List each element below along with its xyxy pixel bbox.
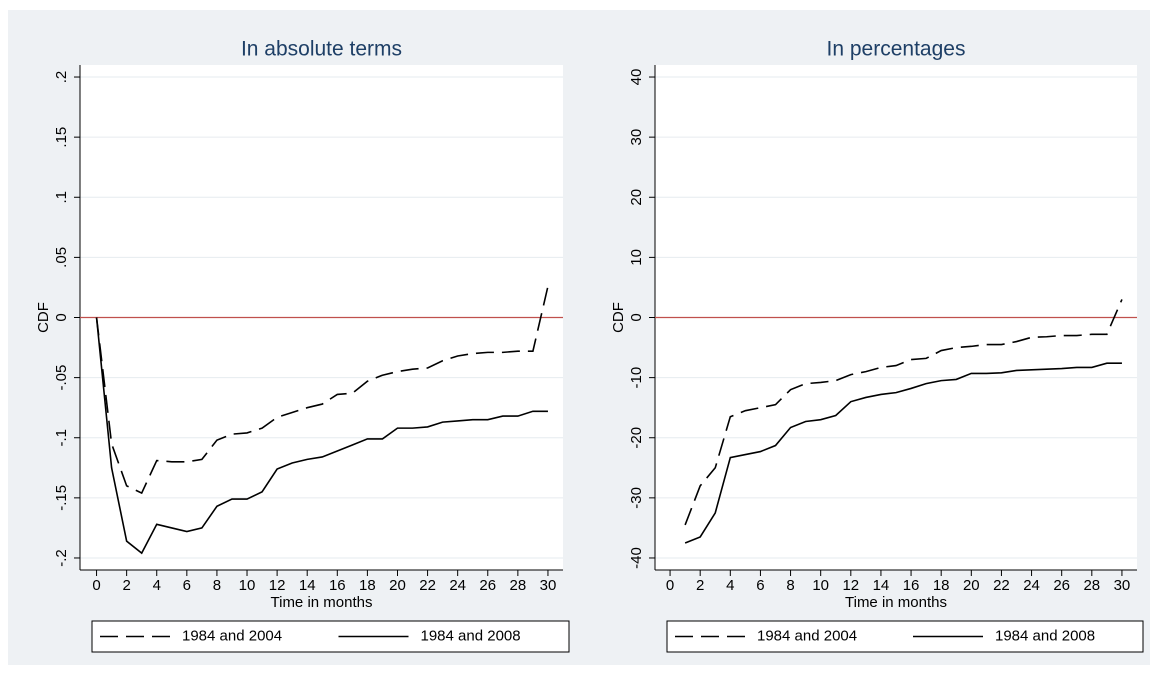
- y-tick-label: .2: [53, 71, 70, 84]
- y-tick-label: 10: [628, 249, 645, 266]
- x-tick-label: 2: [696, 577, 704, 594]
- legend-label: 1984 and 2008: [421, 627, 521, 644]
- x-axis-label: Time in months: [271, 594, 373, 611]
- y-tick-label: .15: [53, 127, 70, 148]
- series-line: [684, 299, 1123, 526]
- x-tick-label: 26: [479, 577, 496, 594]
- series-line: [95, 317, 548, 555]
- chart-title: In absolute terms: [241, 38, 402, 61]
- legend-label: 1984 and 2008: [995, 627, 1095, 644]
- x-tick-label: 4: [153, 577, 161, 594]
- x-tick-label: 24: [449, 577, 466, 594]
- x-tick-label: 8: [213, 577, 221, 594]
- y-tick-label: -30: [628, 487, 645, 509]
- y-tick-label: .05: [53, 247, 70, 268]
- x-tick-label: 22: [419, 577, 436, 594]
- y-tick-label: -20: [628, 427, 645, 449]
- y-tick-label: -.2: [53, 549, 70, 567]
- series-line: [684, 362, 1122, 544]
- y-tick-label: 0: [53, 313, 70, 321]
- x-tick-label: 16: [329, 577, 346, 594]
- x-tick-label: 0: [666, 577, 674, 594]
- x-tick-label: 6: [183, 577, 191, 594]
- x-tick-label: 30: [1114, 577, 1131, 594]
- x-tick-label: 10: [812, 577, 829, 594]
- legend-label: 1984 and 2004: [182, 627, 282, 644]
- x-tick-label: 18: [933, 577, 950, 594]
- y-tick-label: 20: [628, 189, 645, 206]
- x-tick-label: 6: [756, 577, 764, 594]
- x-tick-label: 8: [786, 577, 794, 594]
- x-tick-label: 2: [122, 577, 130, 594]
- x-tick-label: 12: [842, 577, 859, 594]
- x-tick-label: 20: [389, 577, 406, 594]
- y-tick-label: -10: [628, 367, 645, 389]
- x-tick-label: 16: [903, 577, 920, 594]
- y-tick-label: 0: [628, 313, 645, 321]
- x-tick-label: 22: [993, 577, 1010, 594]
- y-tick-label: -.1: [53, 429, 70, 447]
- y-tick-label: 30: [628, 129, 645, 146]
- x-tick-label: 28: [510, 577, 527, 594]
- y-tick-label: -40: [628, 547, 645, 569]
- x-tick-label: 0: [92, 577, 100, 594]
- x-tick-label: 18: [359, 577, 376, 594]
- y-tick-label: -.05: [53, 365, 70, 391]
- y-tick-label: -.15: [53, 485, 70, 511]
- x-tick-label: 12: [269, 577, 286, 594]
- x-axis-label: Time in months: [845, 594, 947, 611]
- x-tick-label: 10: [239, 577, 256, 594]
- x-tick-label: 14: [299, 577, 316, 594]
- x-tick-label: 14: [873, 577, 890, 594]
- y-tick-label: 40: [628, 69, 645, 86]
- x-tick-label: 28: [1083, 577, 1100, 594]
- series-line: [95, 286, 549, 495]
- x-tick-label: 20: [963, 577, 980, 594]
- x-tick-label: 4: [726, 577, 734, 594]
- y-axis-label: CDF: [610, 302, 627, 333]
- x-tick-label: 24: [1023, 577, 1040, 594]
- x-tick-label: 30: [540, 577, 557, 594]
- legend-label: 1984 and 2004: [757, 627, 857, 644]
- chart-title: In percentages: [827, 38, 966, 61]
- y-axis-label: CDF: [35, 302, 52, 333]
- legend-box: [666, 620, 1144, 653]
- x-tick-label: 26: [1053, 577, 1070, 594]
- y-tick-label: .1: [53, 191, 70, 204]
- legend-box: [91, 620, 570, 653]
